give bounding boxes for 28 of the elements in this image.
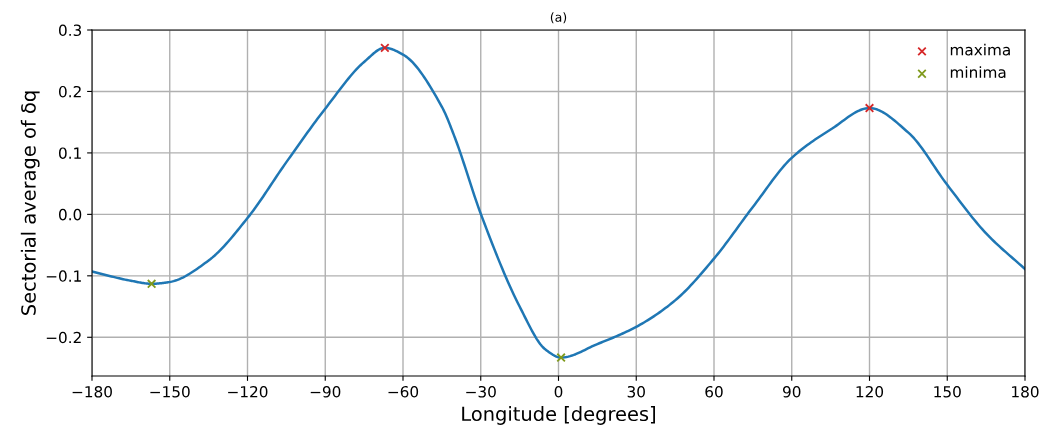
x-tick-label: −30	[466, 385, 496, 398]
y-tick-label: −0.1	[46, 270, 81, 282]
x-axis-title: Longitude [degrees]	[462, 406, 655, 425]
legend-label: minima	[950, 66, 1006, 78]
x-tick-label: 0	[554, 385, 563, 398]
y-tick-label: −0.2	[46, 331, 81, 344]
x-tick-label: −150	[150, 385, 190, 398]
x-tick-label: 150	[934, 385, 961, 398]
x-tick-label: 90	[782, 385, 801, 398]
point	[380, 43, 390, 53]
y-tick-label: 0.3	[58, 24, 82, 37]
x-tick-label: −120	[228, 385, 268, 398]
x-tick-label: 180	[1012, 385, 1039, 398]
x-tick-label: 30	[627, 385, 645, 398]
x-tick-label: −90	[310, 385, 341, 398]
x-tick-label: −60	[388, 385, 419, 398]
point	[556, 352, 566, 363]
y-tick-label: 0.2	[58, 85, 81, 98]
x-tick-label: 120	[856, 385, 884, 398]
x-tick-label: −180	[72, 385, 112, 398]
x-tick-label: 60	[705, 385, 723, 398]
y-axis-title: Sectorial average of δq	[20, 91, 40, 315]
chart-title: (a)	[550, 12, 567, 24]
legend-label: maxima	[950, 43, 1010, 56]
y-tick-label: 0.1	[58, 147, 81, 159]
point	[864, 103, 875, 113]
y-tick-label: 0.0	[58, 208, 82, 221]
point	[146, 279, 157, 289]
